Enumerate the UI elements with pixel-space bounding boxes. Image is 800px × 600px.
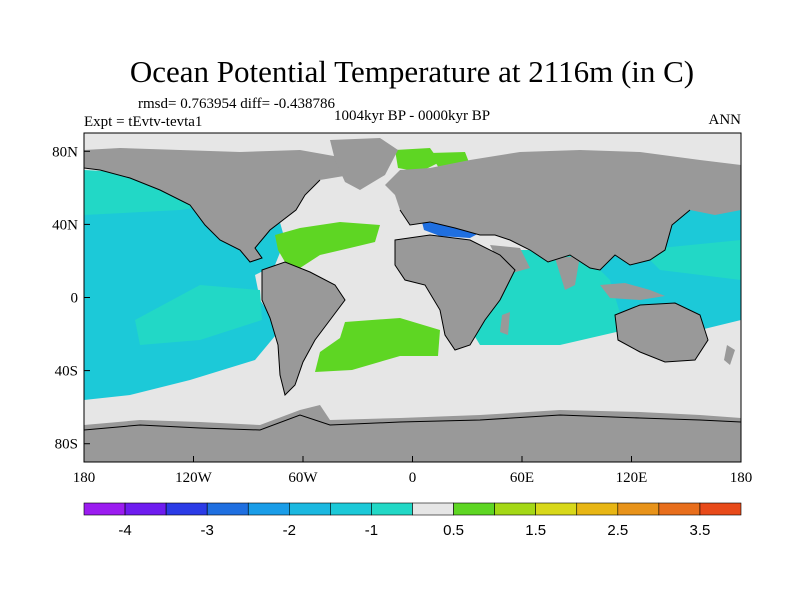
x-tick-label: 120E (616, 470, 648, 486)
north-america (84, 148, 350, 262)
colorbar-swatch (206, 502, 249, 516)
x-tick-label: 60W (288, 470, 318, 486)
colorbar-swatch (658, 502, 701, 516)
colorbar-swatch (494, 502, 536, 516)
colorbar-swatch (83, 502, 126, 516)
colorbar-swatch (371, 502, 413, 516)
y-tick-label: 80S (55, 437, 78, 453)
x-tick-label: 180 (73, 470, 96, 486)
colorbar-label: 2.5 (607, 522, 628, 539)
east-pacific-cyan (135, 285, 262, 345)
madagascar (500, 312, 510, 335)
colorbar-swatch (247, 502, 290, 516)
y-axis: 80N 40N 0 40S 80S (52, 144, 90, 453)
chart-title: Ocean Potential Temperature at 2116m (in… (130, 54, 694, 89)
south-atlantic-warm (315, 318, 440, 372)
colorbar-swatch (535, 502, 578, 516)
south-america (262, 262, 345, 395)
colorbar-swatch (165, 502, 208, 516)
eurasia (385, 150, 741, 270)
colorbar-label: 3.5 (690, 522, 711, 539)
arabia (490, 245, 530, 275)
y-tick-label: 0 (71, 291, 79, 307)
y-tick-label: 40N (52, 217, 78, 233)
greenland (330, 138, 398, 190)
colorbar-label: 0.5 (443, 522, 464, 539)
colorbar-label: 1.5 (525, 522, 546, 539)
colorbar-swatch (699, 502, 742, 516)
colorbar-label: -1 (365, 522, 378, 539)
x-tick-label: 60E (510, 470, 534, 486)
season-label: ANN (709, 112, 742, 128)
colorbar: -4 -3 -2 -1 0.5 1.5 2.5 3.5 (83, 502, 742, 539)
africa (395, 235, 515, 350)
x-tick-label: 180 (730, 470, 753, 486)
x-axis: 180 120W 60W 0 60E 120E 180 (73, 456, 753, 486)
period-label: 1004kyr BP - 0000kyr BP (334, 108, 490, 124)
colorbar-swatch (124, 502, 167, 516)
x-tick-label: 0 (409, 470, 417, 486)
colorbar-swatch (330, 502, 372, 516)
colorbar-swatch (453, 502, 495, 516)
indonesia (600, 283, 665, 300)
colorbar-label: -2 (283, 522, 296, 539)
expt-label: Expt = tEvtv-tevta1 (84, 114, 202, 130)
y-tick-label: 80N (52, 144, 78, 160)
australia (615, 303, 708, 362)
colorbar-label: -4 (118, 522, 131, 539)
north-atlantic-warm (275, 222, 380, 268)
y-tick-label: 40S (55, 364, 78, 380)
arctic-warm-patch (395, 148, 440, 172)
antarctica (84, 405, 741, 462)
new-zealand (724, 345, 735, 365)
stats-text: rmsd= 0.763954 diff= -0.438786 (138, 96, 336, 112)
colorbar-swatch (412, 502, 454, 516)
colorbar-swatch (617, 502, 660, 516)
colorbar-swatch (289, 502, 331, 516)
coastlines (84, 167, 741, 431)
land (84, 138, 741, 462)
india (555, 256, 580, 290)
colorbar-swatch (576, 502, 619, 516)
x-tick-label: 120W (175, 470, 213, 486)
map-area (84, 133, 741, 462)
colorbar-label: -3 (201, 522, 214, 539)
